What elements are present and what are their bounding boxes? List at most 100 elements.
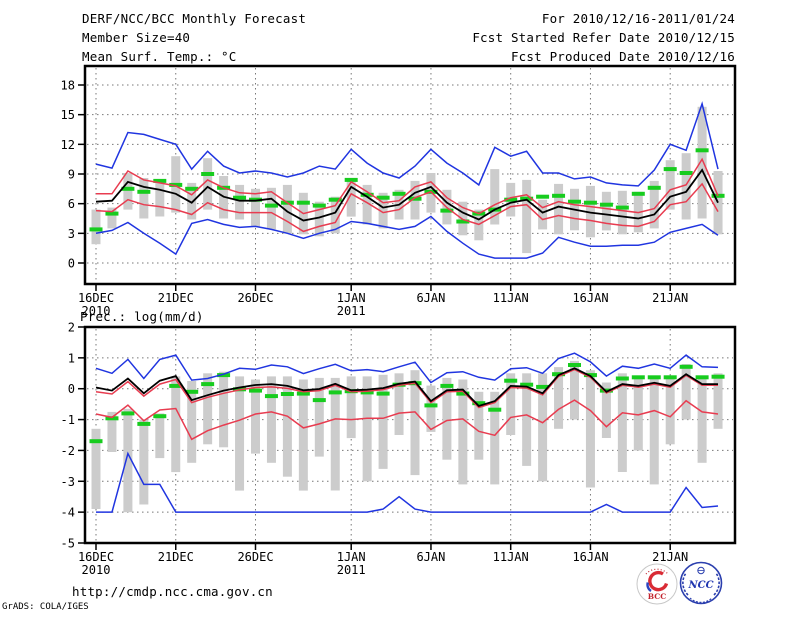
y-tick-label: 3	[68, 227, 75, 241]
obs-dash	[679, 364, 693, 369]
obs-dash	[328, 390, 342, 395]
ensemble-spread-bar	[506, 373, 516, 435]
x-tick-label: 16JAN	[572, 550, 608, 564]
bcc-logo: BCC	[636, 563, 678, 605]
x-tick-label: 16JAN	[572, 291, 608, 305]
obs-dash	[137, 421, 151, 426]
obs-dash	[615, 376, 629, 381]
obs-dash	[153, 414, 167, 419]
obs-dash	[552, 193, 566, 198]
x-tick-label: 21JAN	[652, 550, 688, 564]
bcc-red-swirl-icon	[648, 570, 669, 592]
obs-dash	[440, 208, 454, 213]
obs-dash	[344, 177, 358, 182]
obs-dash	[153, 178, 167, 183]
ensemble-spread-bar	[585, 370, 595, 488]
obs-dash	[568, 199, 581, 204]
x-tick-label: 6JAN	[416, 550, 445, 564]
obs-dash	[679, 171, 693, 175]
page-title: DERF/NCC/BCC Monthly Forecast	[82, 11, 307, 26]
obs-dash	[89, 227, 103, 232]
ensemble-spread-bar	[697, 106, 707, 219]
obs-dash	[663, 167, 677, 172]
ensemble-spread-bar	[346, 178, 356, 217]
ncc-wreath-bottom-icon	[689, 597, 713, 603]
obs-dash	[488, 407, 502, 412]
ensemble-spread-bar	[91, 209, 101, 245]
x-year-label: 2011	[337, 563, 366, 577]
ensemble-spread-bar	[522, 179, 532, 254]
y-tick-label: 0	[68, 382, 75, 396]
obs-dash	[121, 186, 135, 191]
ensemble-spread-bar	[139, 419, 149, 505]
x-tick-label: 11JAN	[493, 291, 529, 305]
x-tick-label: 26DEC	[237, 291, 273, 305]
ensemble-spread-bar	[458, 201, 468, 236]
ensemble-spread-bar	[458, 379, 468, 485]
obs-dash	[137, 189, 151, 194]
obs-dash	[536, 194, 550, 199]
obs-dash	[695, 375, 709, 380]
bcc-blue-swirl-icon	[646, 582, 652, 593]
ensemble-spread-bar	[617, 373, 627, 472]
ensemble-spread-bar	[314, 377, 324, 457]
ensemble-spread-bar	[282, 184, 292, 234]
ensemble-spread-bar	[601, 191, 611, 231]
bcc-logo-text: BCC	[648, 592, 666, 601]
x-tick-label: 1JAN	[337, 291, 366, 305]
ensemble-spread-bar	[474, 391, 484, 460]
ncc-logo-circle	[679, 561, 723, 605]
obs-dash	[695, 148, 709, 153]
ensemble-spread-bar	[266, 187, 276, 230]
obs-dash	[440, 383, 454, 388]
ensemble-max-line	[95, 101, 719, 187]
ensemble-spread-bar	[601, 382, 611, 438]
ensemble-spread-bar	[570, 360, 579, 420]
obs-dash	[249, 197, 262, 202]
x-tick-label: 21DEC	[158, 550, 194, 564]
obs-dash	[105, 211, 119, 216]
ensemble-spread-bar	[410, 370, 420, 476]
y-tick-label: 6	[68, 197, 75, 211]
plot-frame	[83, 325, 737, 545]
y-tick-label: 0	[68, 257, 75, 271]
spread-lower-line	[95, 182, 719, 233]
ensemble-spread-bar	[538, 199, 548, 230]
ensemble-spread-bar	[314, 201, 324, 237]
ensemble-spread-bar	[681, 153, 691, 220]
obs-dash	[121, 411, 135, 416]
y-tick-label: -2	[61, 444, 75, 458]
ensemble-mean-line	[95, 168, 719, 222]
y-tick-label: 18	[61, 79, 75, 93]
website-url: http://cmdp.ncc.cma.gov.cn	[72, 584, 273, 599]
ensemble-spread-bar	[235, 184, 245, 220]
plot-frame	[83, 64, 737, 286]
ncc-logo-text: NCC	[687, 580, 713, 591]
obs-dash	[249, 388, 262, 393]
ensemble-spread-bar	[633, 376, 643, 451]
ensemble-spread-bar	[266, 376, 276, 463]
x-tick-label: 6JAN	[416, 291, 445, 305]
obs-dash	[456, 391, 470, 396]
obs-dash	[201, 172, 215, 176]
obs-dash	[296, 200, 310, 205]
x-tick-label: 11JAN	[493, 550, 529, 564]
ensemble-spread-bar	[665, 160, 675, 210]
obs-dash	[408, 196, 422, 201]
ensemble-min-line	[95, 215, 719, 259]
obs-dash	[392, 191, 406, 196]
ensemble-spread-bar	[362, 184, 372, 225]
ensemble-spread-bar	[155, 413, 165, 459]
obs-dash	[424, 403, 438, 408]
ensemble-mean-line	[95, 367, 718, 408]
ensemble-spread-bar	[107, 411, 117, 452]
ensemble-spread-bar	[155, 179, 165, 217]
produced-date-label: Fcst Produced Date 2010/12/16	[510, 49, 735, 64]
obs-dash	[456, 219, 470, 224]
ncc-wreath-left-icon	[682, 572, 689, 596]
obs-dash	[312, 398, 326, 403]
ensemble-min-line	[96, 451, 719, 513]
ensemble-spread-bar	[187, 381, 197, 463]
